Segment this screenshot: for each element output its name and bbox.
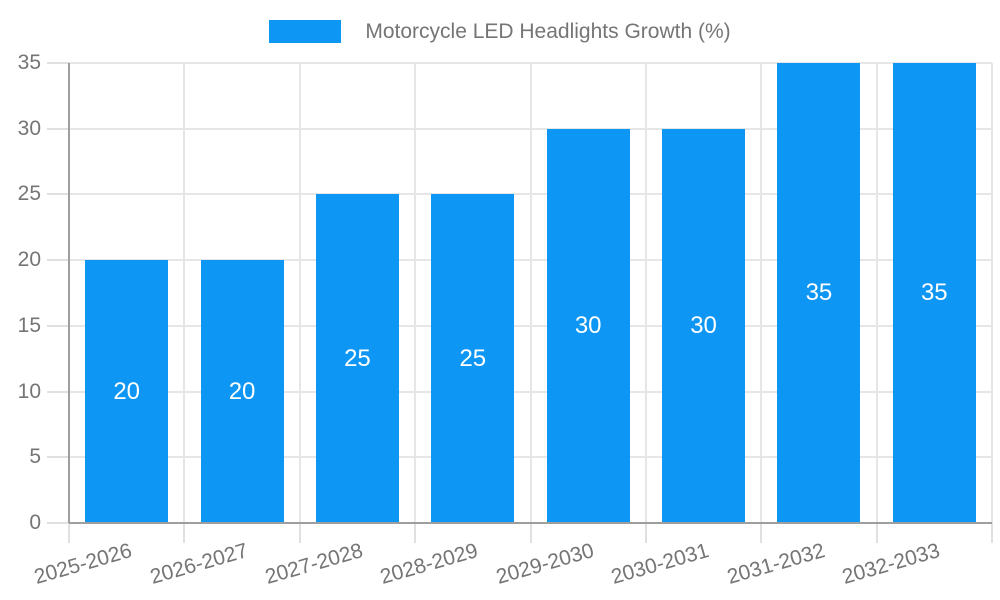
y-tick [47,193,69,196]
x-tick-label: 2028-2029 [377,539,481,589]
y-tick-label: 35 [17,51,41,74]
x-grid-line [414,63,417,523]
y-tick [47,324,69,327]
bar[interactable] [777,63,861,523]
x-tick-label: 2026-2027 [147,539,251,589]
x-tick-label: 2030-2031 [608,539,712,589]
x-tick [875,523,878,543]
x-tick [991,523,993,543]
x-tick [298,523,301,543]
x-grid-line [529,63,532,523]
bar[interactable] [662,128,746,523]
x-tick [529,523,532,543]
y-tick-label: 10 [17,379,41,403]
x-tick [644,523,647,543]
y-tick [47,127,69,130]
bar-value-label: 35 [805,279,833,306]
bar[interactable] [546,128,630,523]
x-tick-label: 2031-2032 [724,539,828,589]
x-grid-line [991,63,993,523]
x-grid-line [644,63,647,523]
bar-value-label: 20 [113,377,141,405]
bar-value-label: 25 [344,344,371,372]
bar[interactable] [431,194,515,523]
bar-value-label: 25 [459,344,487,372]
x-tick-label: 2029-2030 [493,539,597,589]
x-axis-line [69,522,992,524]
y-tick-label: 25 [17,182,41,206]
y-tick [47,259,69,262]
legend[interactable]: Motorcycle LED Headlights Growth (%) [0,19,1000,44]
legend-label: Motorcycle LED Headlights Growth (%) [365,20,731,43]
x-tick-label: 2032-2033 [839,539,943,589]
bar-value-label: 35 [920,279,948,306]
x-tick [68,523,70,543]
y-axis-line [68,63,70,523]
y-tick-label: 5 [29,445,41,469]
x-tick-label: 2025-2026 [31,539,135,589]
bar[interactable] [200,260,284,523]
plot-area: 0 5 10 15 20 25 30 35 20 2025-2026 20 2026-2027 25 20… [18,52,993,589]
y-tick-label: 30 [17,116,41,140]
bar-value-label: 30 [690,311,717,339]
y-tick-label: 15 [17,313,41,337]
y-tick [47,456,69,459]
bar-value-label: 20 [228,377,256,405]
x-tick-label: 2027-2028 [262,539,366,589]
x-tick [183,523,186,543]
bar[interactable] [315,194,399,523]
y-tick-label: 0 [29,511,41,534]
legend-swatch [269,20,342,43]
y-tick [47,62,69,64]
bar[interactable] [892,63,976,523]
x-tick [414,523,417,543]
bar[interactable] [85,260,169,523]
y-tick [47,390,69,393]
x-grid-line [298,63,301,523]
y-tick [47,522,69,524]
bar-value-label: 30 [574,311,602,339]
x-grid-line [760,63,763,523]
y-tick-label: 20 [17,248,41,272]
x-tick [760,523,763,543]
x-grid-line [875,63,878,523]
x-grid-line [183,63,186,523]
